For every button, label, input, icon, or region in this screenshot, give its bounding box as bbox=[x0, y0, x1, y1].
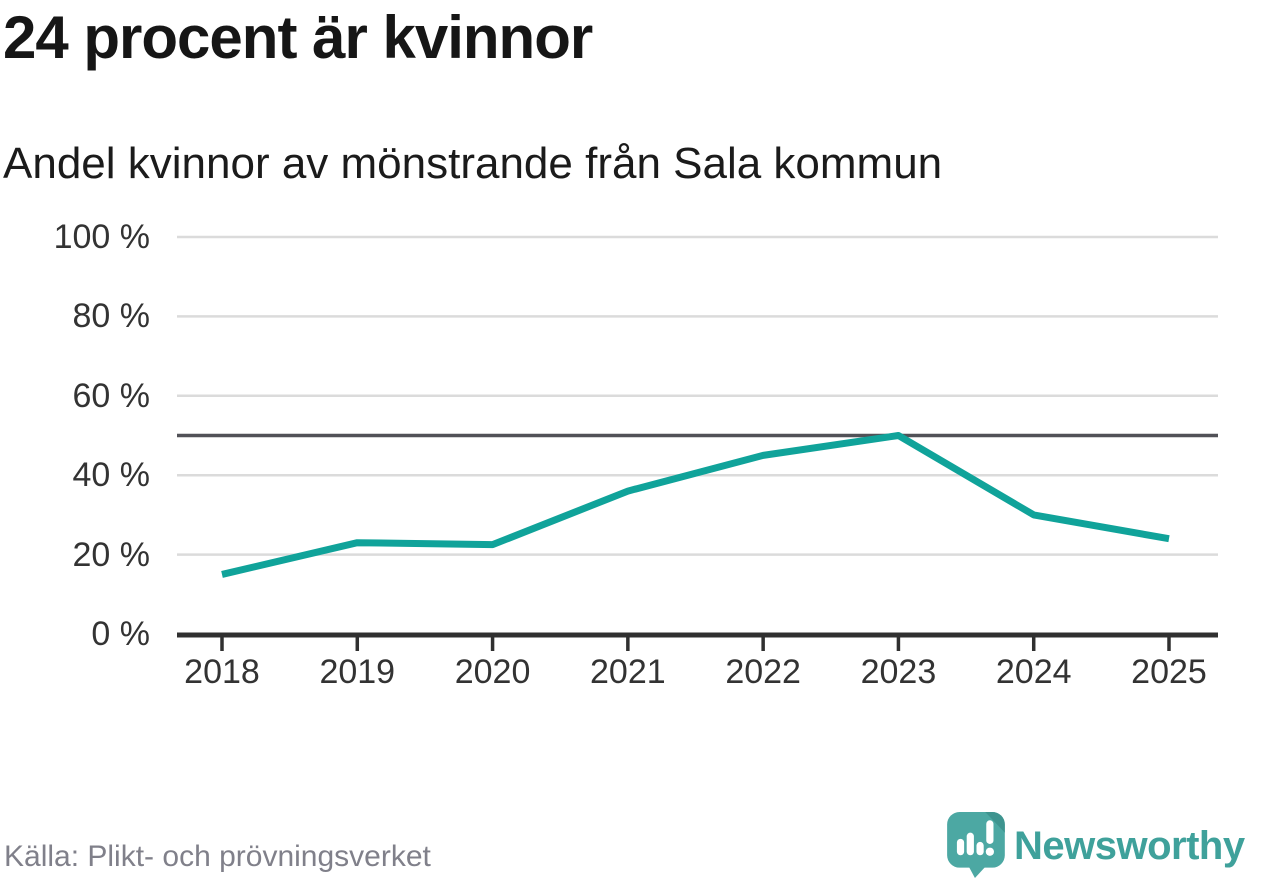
newsworthy-logo-icon bbox=[947, 812, 1005, 878]
source-note: Källa: Plikt- och prövningsverket bbox=[4, 840, 431, 873]
x-axis-tick-label: 2021 bbox=[590, 653, 666, 691]
x-axis-tick-label: 2023 bbox=[860, 653, 937, 691]
x-axis-tick-label: 2022 bbox=[725, 653, 801, 691]
y-axis-tick-label: 60 % bbox=[72, 376, 151, 415]
trend-line bbox=[221, 432, 1170, 578]
y-axis-tick-label: 100 % bbox=[53, 218, 150, 256]
newsworthy-wordmark: Newsworthy bbox=[1014, 824, 1245, 868]
y-axis-tick-label: 40 % bbox=[72, 456, 151, 495]
logo-exclamation-bar bbox=[986, 820, 994, 844]
y-axis-tick-label: 80 % bbox=[72, 297, 151, 336]
y-axis-tick-label: 20 % bbox=[72, 535, 151, 574]
y-axis-tick-label: 0 % bbox=[91, 615, 150, 653]
x-axis-tick-label: 2025 bbox=[1131, 653, 1207, 691]
x-axis-tick-label: 2024 bbox=[995, 653, 1072, 691]
x-axis-tick-label: 2020 bbox=[454, 653, 531, 691]
chart-subtitle: Andel kvinnor av mönstrande från Sala ko… bbox=[3, 139, 943, 188]
logo-bar-2 bbox=[966, 832, 974, 856]
logo-bubble-tail bbox=[967, 864, 988, 878]
x-axis-tick-label: 2019 bbox=[319, 653, 396, 691]
chart-title: 24 procent är kvinnor bbox=[3, 4, 593, 71]
logo-bar-3 bbox=[976, 841, 984, 856]
logo-exclamation-dot bbox=[985, 847, 994, 856]
x-axis-tick-label: 2018 bbox=[184, 653, 260, 691]
logo-bar-1 bbox=[956, 838, 965, 856]
